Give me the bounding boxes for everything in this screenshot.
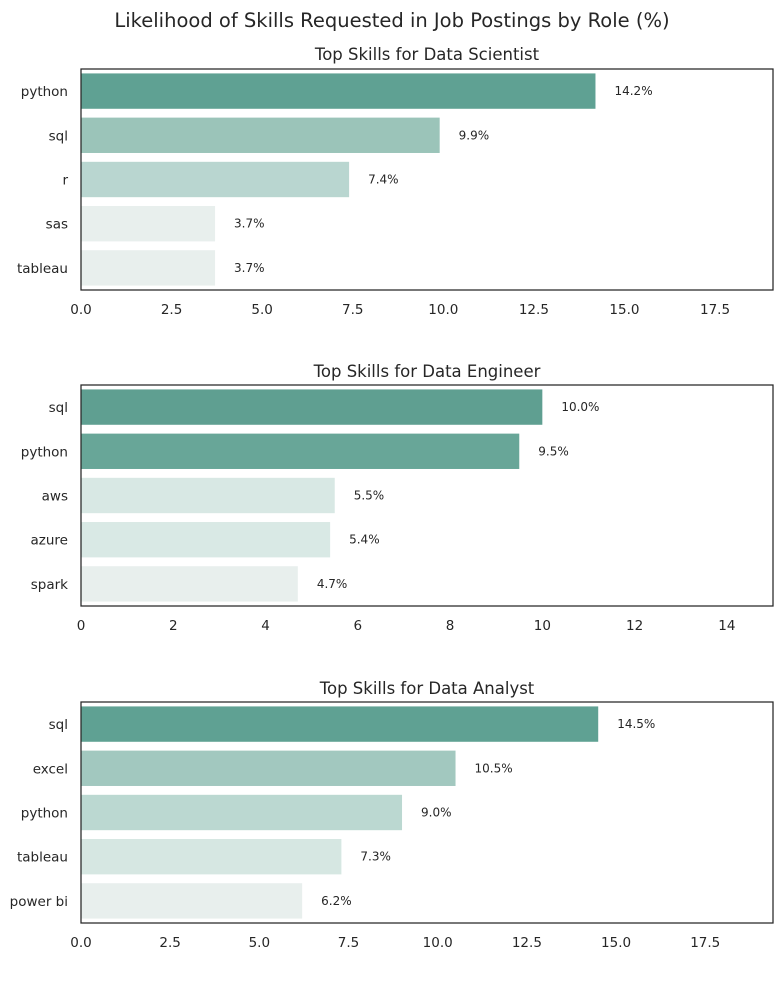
y-tick-label-data-scientist-sas: sas: [46, 217, 68, 233]
x-tick-label-data-analyst: 0.0: [70, 935, 91, 951]
x-tick-label-data-engineer: 14: [718, 618, 735, 634]
y-tick-label-data-engineer-azure: azure: [31, 533, 68, 549]
y-tick-label-data-analyst-tableau: tableau: [17, 850, 68, 866]
x-tick-label-data-analyst: 2.5: [159, 935, 180, 951]
data-label-data-analyst-power-bi: 6.2%: [321, 894, 352, 908]
y-tick-label-data-scientist-tableau: tableau: [17, 261, 68, 277]
panel-title-data-analyst: Top Skills for Data Analyst: [319, 679, 535, 698]
x-tick-label-data-engineer: 12: [626, 618, 643, 634]
bar-data-analyst-sql: [81, 706, 599, 742]
y-tick-label-data-analyst-excel: excel: [33, 761, 68, 777]
panel-data-analyst: Top Skills for Data Analyst 14.5% 10.5% 9.…: [10, 679, 774, 951]
panel-data-scientist: Top Skills for Data Scientist 14.2% 9.9% 7…: [17, 45, 774, 318]
x-tick-label-data-analyst: 17.5: [690, 935, 720, 951]
panel-title-data-scientist: Top Skills for Data Scientist: [314, 45, 540, 64]
bar-data-engineer-spark: [81, 566, 298, 602]
figure-title: Likelihood of Skills Requested in Job Po…: [114, 9, 669, 32]
panel-title-data-engineer: Top Skills for Data Engineer: [313, 362, 541, 381]
bar-data-engineer-aws: [81, 477, 335, 514]
x-tick-label-data-scientist: 2.5: [161, 302, 182, 318]
bar-data-scientist-sql: [81, 117, 440, 153]
y-tick-label-data-analyst-sql: sql: [49, 717, 68, 733]
data-label-data-engineer-spark: 4.7%: [317, 577, 348, 591]
axes-frame-data-engineer: [80, 384, 774, 607]
bar-data-scientist-python: [81, 73, 596, 109]
data-label-data-engineer-azure: 5.4%: [349, 533, 380, 547]
bar-data-analyst-excel: [81, 750, 456, 786]
axes-frame-data-analyst: [80, 701, 774, 924]
bars-data-engineer: 10.0% 9.5% 5.5% 5.4% 4.7%: [81, 389, 599, 602]
data-label-data-scientist-sas: 3.7%: [234, 217, 265, 231]
y-tick-label-data-engineer-python: python: [21, 444, 68, 460]
x-tick-label-data-engineer: 4: [261, 618, 270, 634]
panel-data-engineer: Top Skills for Data Engineer 10.0% 9.5% 5.…: [21, 362, 774, 634]
bar-data-engineer-azure: [81, 522, 331, 558]
x-tick-label-data-engineer: 0: [77, 618, 86, 634]
bar-data-analyst-power-bi: [81, 883, 303, 919]
x-tick-label-data-engineer: 8: [446, 618, 455, 634]
x-tick-label-data-scientist: 15.0: [609, 302, 639, 318]
bars-data-analyst: 14.5% 10.5% 9.0% 7.3% 6.2%: [81, 706, 655, 919]
x-tick-label-data-scientist: 10.0: [428, 302, 458, 318]
y-tick-label-data-engineer-sql: sql: [49, 400, 68, 416]
x-tick-label-data-scientist: 0.0: [70, 302, 91, 318]
x-tick-label-data-scientist: 12.5: [519, 302, 549, 318]
x-tick-label-data-analyst: 10.0: [423, 935, 453, 951]
y-tick-label-data-scientist-r: r: [62, 173, 68, 189]
x-tick-label-data-scientist: 7.5: [342, 302, 363, 318]
x-tick-label-data-scientist: 17.5: [700, 302, 730, 318]
x-tick-label-data-engineer: 6: [354, 618, 363, 634]
x-tick-label-data-scientist: 5.0: [251, 302, 272, 318]
y-tick-label-data-analyst-power-bi: power bi: [10, 894, 68, 910]
y-tick-label-data-analyst-python: python: [21, 806, 68, 822]
bar-data-engineer-sql: [81, 389, 543, 425]
data-label-data-engineer-sql: 10.0%: [561, 400, 599, 414]
bar-data-engineer-python: [81, 433, 520, 469]
data-label-data-scientist-python: 14.2%: [614, 84, 652, 98]
x-tick-label-data-engineer: 2: [169, 618, 178, 634]
y-tick-label-data-scientist-python: python: [21, 84, 68, 100]
x-tick-label-data-analyst: 7.5: [338, 935, 359, 951]
y-tick-label-data-engineer-spark: spark: [31, 577, 68, 593]
data-label-data-engineer-python: 9.5%: [538, 444, 569, 458]
x-tick-label-data-engineer: 10: [534, 618, 551, 634]
bar-data-scientist-r: [81, 161, 350, 198]
bars-data-scientist: 14.2% 9.9% 7.4% 3.7% 3.7%: [81, 73, 653, 286]
data-label-data-analyst-sql: 14.5%: [617, 717, 655, 731]
bar-data-scientist-sas: [81, 206, 216, 242]
axes-frame-data-scientist: [80, 68, 774, 291]
data-label-data-analyst-excel: 10.5%: [475, 761, 513, 775]
y-tick-label-data-scientist-sql: sql: [49, 128, 68, 144]
data-label-data-scientist-sql: 9.9%: [459, 128, 490, 142]
y-tick-label-data-engineer-aws: aws: [42, 489, 68, 505]
x-tick-label-data-analyst: 5.0: [249, 935, 270, 951]
data-label-data-scientist-tableau: 3.7%: [234, 261, 265, 275]
bar-data-analyst-python: [81, 794, 403, 831]
bar-data-analyst-tableau: [81, 839, 342, 875]
data-label-data-analyst-tableau: 7.3%: [360, 850, 391, 864]
bar-data-scientist-tableau: [81, 250, 216, 286]
x-tick-label-data-analyst: 12.5: [512, 935, 542, 951]
data-label-data-scientist-r: 7.4%: [368, 173, 399, 187]
data-label-data-analyst-python: 9.0%: [421, 806, 452, 820]
x-tick-label-data-analyst: 15.0: [601, 935, 631, 951]
data-label-data-engineer-aws: 5.5%: [354, 489, 385, 503]
